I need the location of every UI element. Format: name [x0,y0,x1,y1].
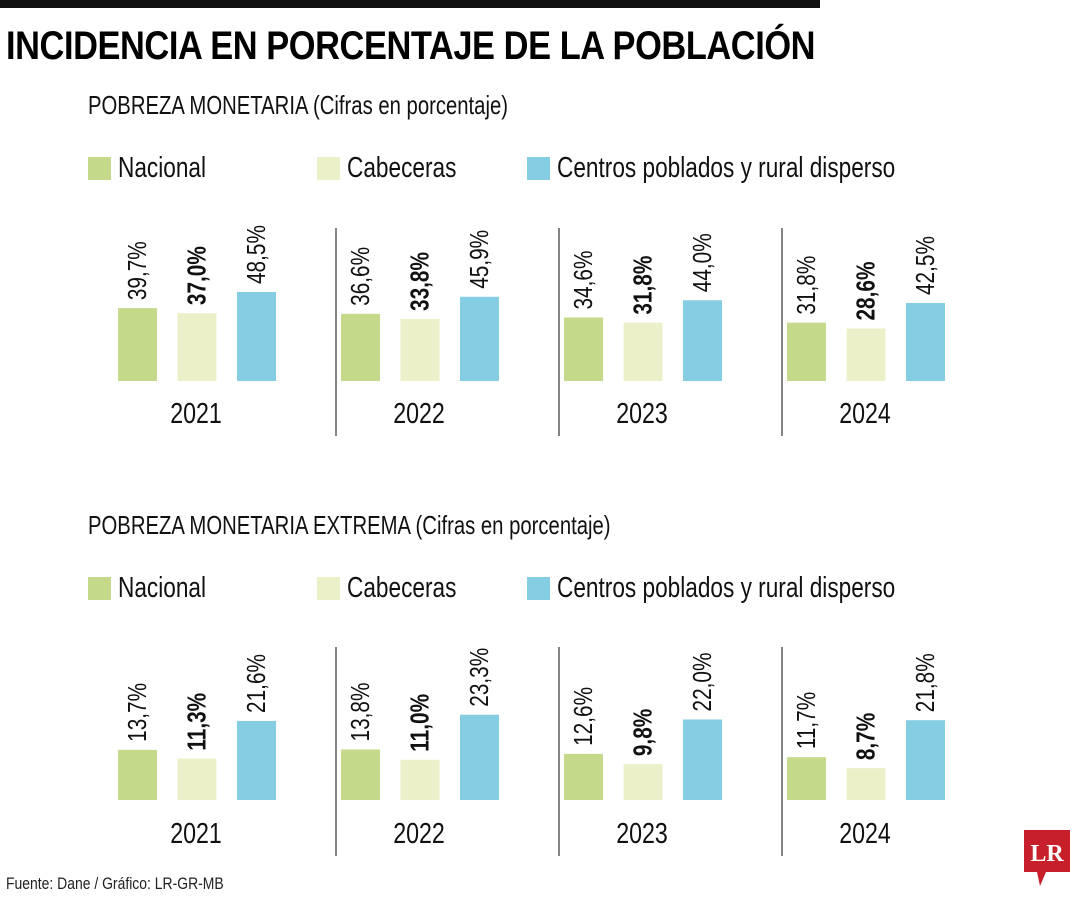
source-note: Fuente: Dane / Gráfico: LR-GR-MB [6,874,224,893]
data-label: 11,0% [405,694,434,752]
data-label: 44,0% [688,233,717,292]
bar-2024-1 [846,328,886,381]
bar-2022-2 [460,296,499,381]
bar-2023-1 [623,322,663,381]
bar-2023-2 [683,300,722,381]
bar-2022-1 [400,318,440,381]
year-label: 2021 [170,396,222,429]
bar-2023-0 [564,753,603,800]
page-title: INCIDENCIA EN PORCENTAJE DE LA POBLACIÓN [6,24,816,68]
data-label: 11,3% [182,693,211,751]
bar-2023-1 [623,764,663,800]
data-label: 34,6% [569,250,598,309]
bar-2023-2 [683,719,722,800]
legend-nacional: Nacional [88,152,231,185]
data-label: 13,7% [123,683,152,742]
data-label: 23,3% [465,648,494,707]
data-label: 22,0% [688,652,717,711]
data-label: 11,7% [792,692,821,749]
data-label: 36,6% [346,247,375,306]
bar-2021-1 [177,313,217,381]
bar-2024-2 [906,303,945,381]
data-label: 21,8% [911,653,940,712]
bar-2021-0 [118,749,157,800]
data-label: 9,8% [628,709,657,756]
legend-centros: Centros poblados y rural disperso [527,152,991,185]
year-label: 2022 [393,816,445,849]
bar-2022-0 [341,749,380,800]
lr-logo: LR [1024,830,1070,886]
bar-2024-1 [846,768,886,800]
data-label: 31,8% [628,256,657,315]
bar-2024-0 [787,757,826,800]
bar-2021-1 [177,758,217,800]
data-label: 48,5% [242,225,271,284]
bar-2023-0 [564,317,603,381]
legend-cabeceras: Cabeceras [317,152,487,185]
bar-2024-2 [906,720,945,800]
data-label: 28,6% [851,262,880,321]
bar-2022-0 [341,313,380,381]
top-rule [0,0,820,8]
data-label: 39,7% [123,241,152,300]
data-label: 8,7% [851,713,880,760]
legend-centros-2: Centros poblados y rural disperso [527,572,991,605]
data-label: 37,0% [182,246,211,305]
legend-nacional-2: Nacional [88,572,231,605]
legend-cabeceras-2: Cabeceras [317,572,487,605]
bar-2021-0 [118,308,157,381]
year-label: 2024 [839,396,891,429]
bar-2022-2 [460,714,499,800]
bar-2024-0 [787,322,826,381]
year-label: 2021 [170,816,222,849]
svg-text:LR: LR [1030,841,1064,867]
data-label: 21,6% [242,654,271,713]
year-label: 2022 [393,396,445,429]
data-label: 33,8% [405,252,434,311]
chart-2-title: POBREZA MONETARIA EXTREMA (Cifras en por… [88,510,611,540]
bar-2022-1 [400,759,440,800]
bar-2021-2 [237,720,276,800]
data-label: 13,8% [346,682,375,741]
year-label: 2023 [616,396,668,429]
data-label: 42,5% [911,236,940,295]
year-label: 2023 [616,816,668,849]
data-label: 12,6% [569,687,598,746]
data-label: 45,9% [465,230,494,289]
data-label: 31,8% [792,256,821,315]
year-label: 2024 [839,816,891,849]
bar-2021-2 [237,292,276,381]
chart-1-title: POBREZA MONETARIA (Cifras en porcentaje) [88,90,509,120]
